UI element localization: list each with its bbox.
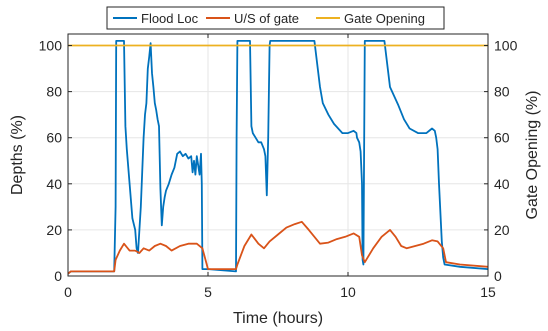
series-line-flood-loc	[67, 40, 489, 275]
y-tick-label-left: 80	[46, 84, 62, 100]
x-axis-label: Time (hours)	[233, 310, 323, 327]
x-tick-label: 15	[480, 284, 496, 300]
y-tick-label-right: 100	[494, 38, 518, 54]
y-axis-label-right: Gate Opening (%)	[524, 91, 541, 220]
axes-box	[67, 33, 489, 277]
y-tick-label-left: 0	[54, 268, 62, 284]
y-tick-label-right: 20	[494, 222, 510, 238]
series-line-u-s-of-gate	[67, 220, 489, 275]
x-tick-label: 5	[204, 284, 212, 300]
y-axis-label-left: Depths (%)	[9, 115, 26, 195]
y-tick-label-right: 80	[494, 84, 510, 100]
x-tick-label: 10	[340, 284, 356, 300]
legend: Flood Loc U/S of gate Gate Opening	[106, 6, 445, 30]
y-tick-label-left: 100	[39, 38, 63, 54]
legend-label: Flood Loc	[141, 11, 199, 26]
x-tick-label: 0	[64, 284, 72, 300]
grid	[67, 34, 489, 277]
y-tick-label-right: 40	[494, 176, 510, 192]
legend-label: Gate Opening	[344, 11, 425, 26]
y-tick-label-right: 0	[494, 268, 502, 284]
y-tick-label-left: 20	[46, 222, 62, 238]
y-tick-label-right: 60	[494, 130, 510, 146]
y-tick-label-left: 60	[46, 130, 62, 146]
legend-label: U/S of gate	[234, 11, 299, 26]
plot-area	[67, 40, 489, 275]
legend-box	[106, 6, 445, 30]
y-tick-label-left: 40	[46, 176, 62, 192]
